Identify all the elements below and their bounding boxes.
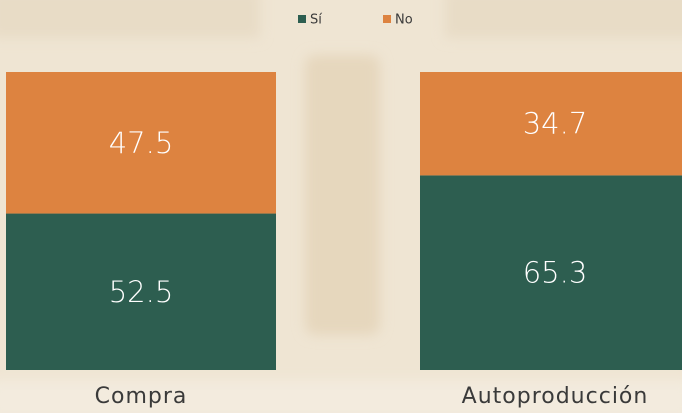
bar-segment [420, 175, 682, 370]
legend-swatch [298, 15, 306, 23]
value-label: 47.5 [109, 126, 174, 160]
legend-swatch [383, 15, 391, 23]
legend-label: No [395, 13, 413, 28]
value-label: 65.3 [523, 256, 588, 290]
bar-segment [6, 72, 276, 214]
bar-segment [420, 72, 682, 176]
value-label: 52.5 [109, 275, 174, 309]
bar-segment [6, 213, 276, 370]
legend: Sí No [298, 13, 413, 28]
x-tick-label: Autoproducción [462, 384, 649, 409]
x-tick-label: Compra [95, 384, 188, 409]
value-label: 34.7 [523, 107, 588, 141]
legend-label: Sí [310, 13, 322, 28]
